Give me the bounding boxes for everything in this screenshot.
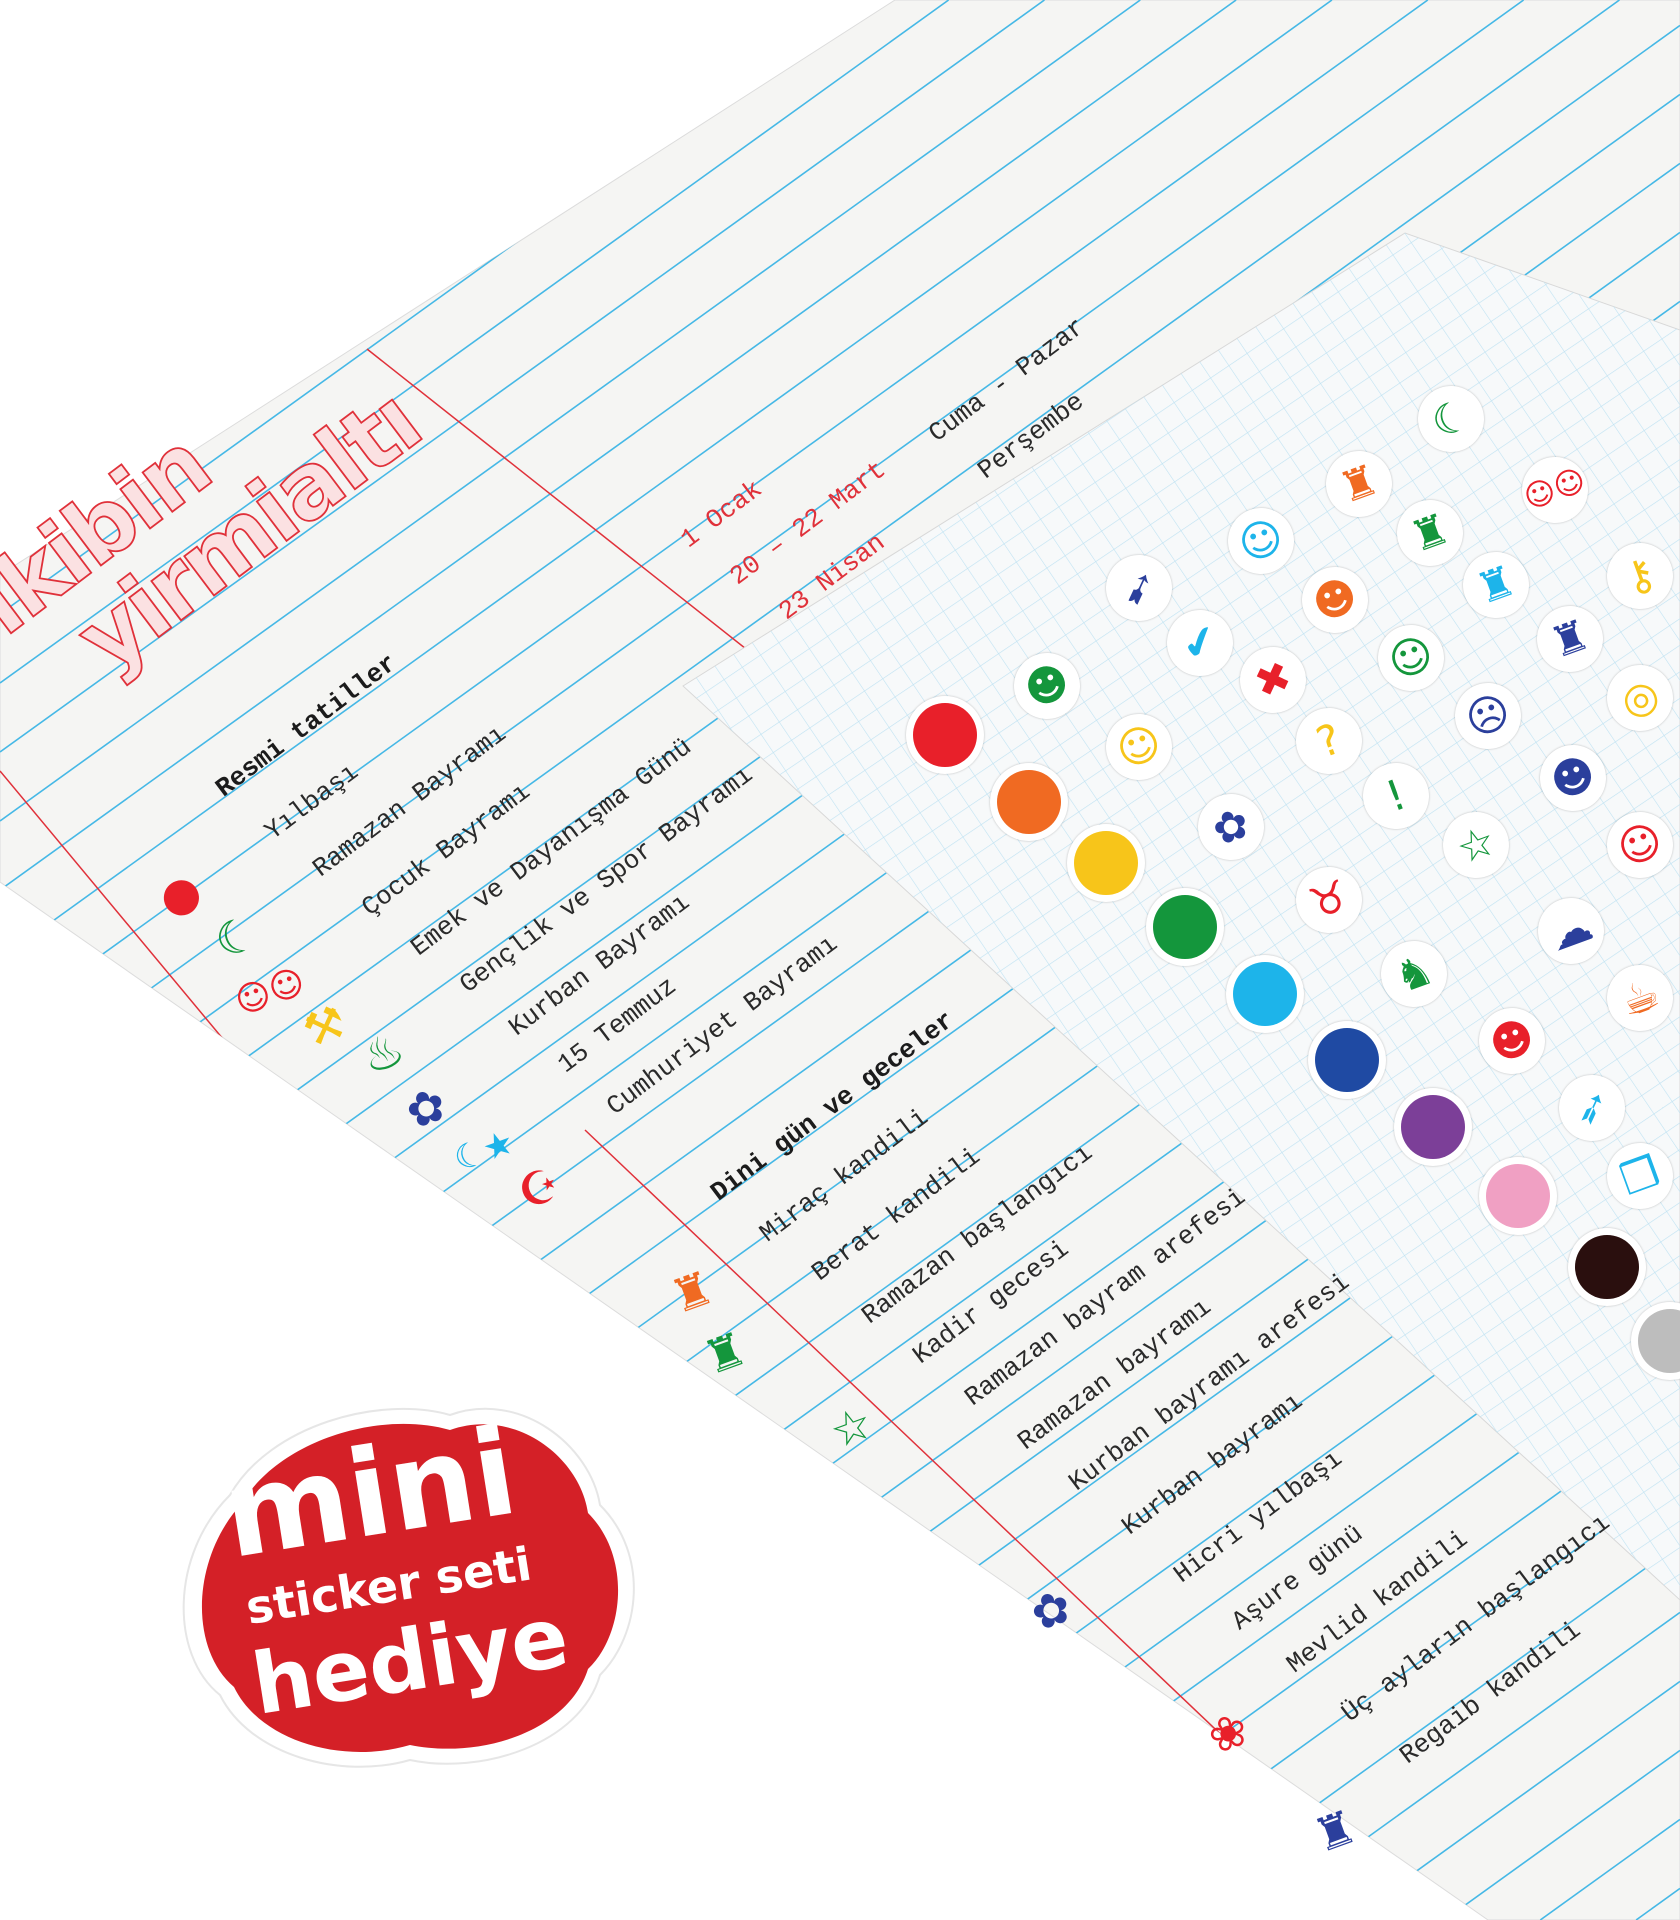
color-dot-sticker <box>1631 1302 1680 1380</box>
color-dot-fill <box>1233 962 1297 1026</box>
color-dot-sticker <box>1226 955 1304 1033</box>
color-dot-sticker <box>1146 888 1224 966</box>
color-dot-fill <box>1153 895 1217 959</box>
color-dot-sticker <box>1479 1157 1557 1235</box>
header-divider-line <box>366 348 761 661</box>
ruling-line <box>0 0 470 339</box>
color-dot-fill <box>1074 831 1138 895</box>
ruling-line <box>1635 1887 1680 1920</box>
ruling-line <box>0 0 1141 822</box>
color-dot-fill <box>1638 1309 1680 1373</box>
seal-blob <box>182 1408 635 1768</box>
ruling-line <box>0 0 279 201</box>
color-dot-sticker <box>1568 1228 1646 1306</box>
color-dot-fill <box>1575 1235 1639 1299</box>
color-dot-sticker <box>1394 1088 1472 1166</box>
color-dot-fill <box>913 703 977 767</box>
ruling-line <box>0 0 1620 1167</box>
ruling-line <box>0 0 1333 960</box>
color-dot-fill <box>1486 1164 1550 1228</box>
color-dot-sticker <box>1067 824 1145 902</box>
color-dot-fill <box>1401 1095 1465 1159</box>
ruling-line <box>0 0 950 684</box>
color-dot-sticker <box>906 696 984 774</box>
color-dot-sticker <box>990 763 1068 841</box>
color-dot-sticker <box>1308 1021 1386 1099</box>
gift-seal: mini sticker seti hediye <box>160 1385 660 1785</box>
color-dot-fill <box>997 770 1061 834</box>
color-dot-fill <box>1315 1028 1379 1092</box>
ruling-line <box>0 0 1429 1029</box>
ruling-line <box>0 0 375 270</box>
ruling-line <box>0 0 1525 1098</box>
ruling-line <box>0 0 1045 753</box>
ruling-line <box>1539 1818 1680 1920</box>
ruling-line <box>1443 1749 1680 1920</box>
ruling-line <box>0 0 1237 891</box>
